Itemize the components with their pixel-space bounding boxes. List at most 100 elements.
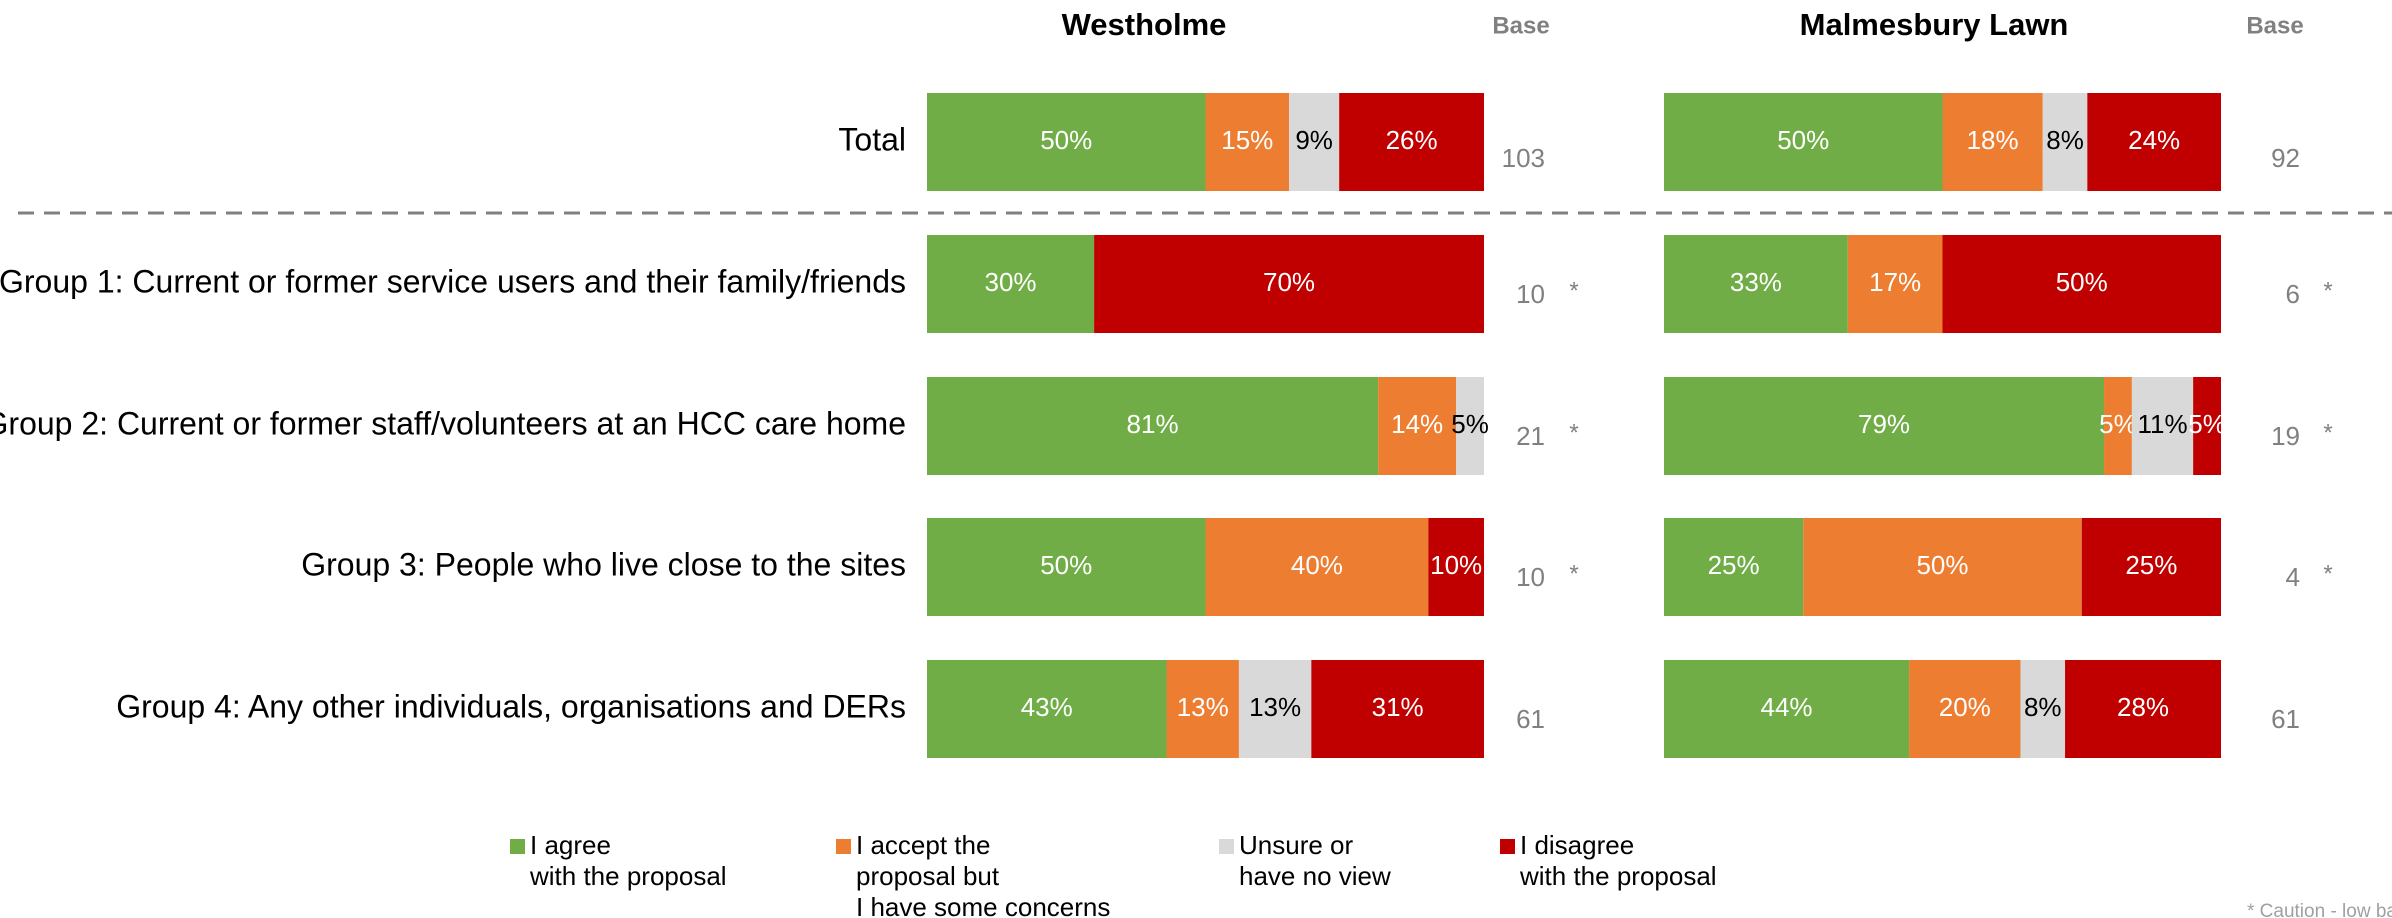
bar-segment: [927, 660, 1167, 758]
base-value: 10: [1516, 562, 1545, 592]
value-label: 50%: [2056, 267, 2108, 297]
value-label: 5%: [1451, 409, 1489, 439]
base-value: 4: [2286, 562, 2300, 592]
value-label: 33%: [1730, 267, 1782, 297]
footnote: * Caution - low base: [2247, 901, 2392, 918]
bar-segment: [1664, 377, 2105, 475]
category-label: Total: [838, 121, 906, 157]
legend-line: I have some concerns: [856, 892, 1110, 918]
bar-segment: [1339, 93, 1484, 191]
category-label: Group 1: Current or former service users…: [0, 263, 906, 299]
legend-line: with the proposal: [1519, 861, 1717, 891]
low-base-marker: *: [2323, 419, 2332, 446]
category-label: Group 4: Any other individuals, organisa…: [116, 688, 906, 724]
low-base-marker: *: [1569, 277, 1578, 304]
value-label: 28%: [2117, 692, 2169, 722]
bar-segment: [1378, 377, 1457, 475]
bar-segment: [927, 377, 1379, 475]
bar-segment: [2104, 377, 2132, 475]
base-header: Base: [1492, 12, 1549, 39]
value-label: 30%: [985, 267, 1037, 297]
legend-line: I accept the: [856, 830, 990, 860]
legend-label: Unsure or have no view: [1239, 830, 1391, 891]
legend-swatch: [510, 839, 525, 854]
bar-segment: [1094, 235, 1484, 333]
legend-line: proposal but: [856, 861, 1000, 891]
base-value: 61: [1516, 704, 1545, 734]
value-label: 13%: [1177, 692, 1229, 722]
value-label: 79%: [1858, 409, 1910, 439]
legend-line: with the proposal: [529, 861, 727, 891]
bar-segment: [1456, 377, 1484, 475]
base-value: 103: [1502, 143, 1545, 173]
legend-label: I disagree with the proposal: [1519, 830, 1717, 891]
bar-segment: [1166, 660, 1239, 758]
base-value: 6: [2286, 279, 2300, 309]
bar-segment: [1664, 518, 1804, 616]
bar-segment: [1909, 660, 2021, 758]
legend-swatch: [1500, 839, 1515, 854]
value-label: 50%: [1916, 550, 1968, 580]
low-base-marker: *: [1569, 560, 1578, 587]
value-label: 81%: [1127, 409, 1179, 439]
panel-title: Malmesbury Lawn: [1800, 7, 2069, 42]
low-base-marker: *: [2323, 560, 2332, 587]
base-value: 10: [1516, 279, 1545, 309]
legend-label: I accept the proposal but I have some conc…: [856, 830, 1110, 918]
bar-segment: [2065, 660, 2221, 758]
value-label: 26%: [1386, 125, 1438, 155]
bar-segment: [1847, 235, 1943, 333]
value-label: 5%: [2099, 409, 2137, 439]
legend-line: have no view: [1239, 861, 1391, 891]
base-value: 19: [2271, 421, 2300, 451]
value-label: 9%: [1295, 125, 1333, 155]
bar-segment: [2081, 518, 2221, 616]
value-label: 20%: [1939, 692, 1991, 722]
value-label: 10%: [1430, 550, 1482, 580]
bar-segment: [927, 518, 1206, 616]
base-value: 21: [1516, 421, 1545, 451]
value-label: 50%: [1777, 125, 1829, 155]
value-label: 18%: [1967, 125, 2019, 155]
low-base-marker: *: [1569, 419, 1578, 446]
legend-line: I agree: [530, 830, 611, 860]
legend-line: I disagree: [1520, 830, 1634, 860]
bar-segment: [1238, 660, 1312, 758]
bar-segment: [2087, 93, 2221, 191]
panel-title: Westholme: [1062, 7, 1227, 42]
bar-segment: [1664, 93, 1943, 191]
value-label: 24%: [2128, 125, 2180, 155]
base-value: 92: [2271, 143, 2300, 173]
bar-segment: [1289, 93, 1340, 191]
base-value: 61: [2271, 704, 2300, 734]
value-label: 11%: [2137, 409, 2187, 439]
value-label: 40%: [1291, 550, 1343, 580]
base-header: Base: [2246, 12, 2303, 39]
bar-segment: [2020, 660, 2066, 758]
bar-segment: [2193, 377, 2221, 475]
bar-segment: [2042, 93, 2088, 191]
bar-segment: [1942, 93, 2043, 191]
value-label: 50%: [1040, 125, 1092, 155]
bar-segment: [1205, 93, 1290, 191]
value-label: 44%: [1761, 692, 1813, 722]
legend-swatch: [1219, 839, 1234, 854]
bar-segment: [1664, 660, 1910, 758]
value-label: 43%: [1021, 692, 1073, 722]
bar-segment: [1942, 235, 2221, 333]
legend-line: Unsure or: [1239, 830, 1353, 860]
value-label: 25%: [1708, 550, 1760, 580]
value-label: 31%: [1372, 692, 1424, 722]
low-base-marker: *: [2323, 277, 2332, 304]
bar-segment: [2131, 377, 2194, 475]
legend-swatch: [836, 839, 851, 854]
value-label: 8%: [2024, 692, 2062, 722]
bar-segment: [1664, 235, 1848, 333]
value-label: 5%: [2188, 409, 2226, 439]
value-label: 50%: [1040, 550, 1092, 580]
bar-segment: [1311, 660, 1484, 758]
value-label: 70%: [1263, 267, 1315, 297]
bar-segment: [1803, 518, 2082, 616]
